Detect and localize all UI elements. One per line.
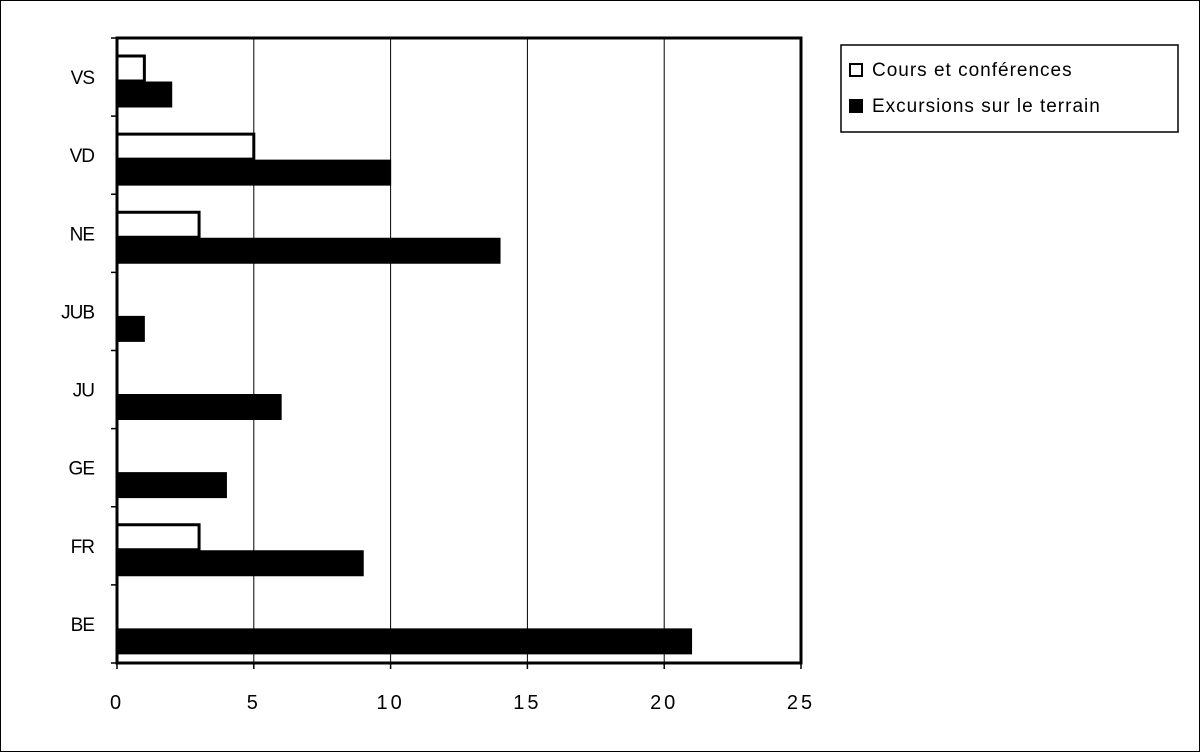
legend-label-excursions: Excursions sur le terrain — [872, 96, 1101, 117]
bar-be-excursions — [116, 628, 693, 655]
y-tick-label: JU — [73, 381, 95, 402]
y-tick-label: VS — [71, 68, 95, 89]
x-tick-label: 15 — [513, 692, 541, 714]
axes: VS VD NE JUB JU GE FR BE 0 5 10 15 20 25 — [61, 36, 815, 714]
bar-fr-excursions — [116, 550, 364, 577]
y-tick-label: NE — [70, 224, 95, 245]
legend-swatch-cours — [849, 63, 863, 77]
legend: Cours et conférences Excursions sur le t… — [840, 44, 1179, 133]
bar-ne-excursions — [116, 237, 501, 264]
y-tick-label: JUB — [61, 302, 94, 323]
bar-ge-excursions — [116, 472, 227, 499]
bar-vd-cours — [115, 132, 256, 161]
legend-box — [840, 44, 1179, 133]
x-tick-label: 10 — [376, 692, 404, 714]
bar-ju-excursions — [116, 394, 282, 420]
y-tick-label: BE — [71, 615, 95, 636]
y-tick-label: FR — [71, 537, 95, 558]
x-tick-label: 0 — [110, 692, 124, 714]
bar-vs-excursions — [116, 81, 173, 108]
bar-fr-cours — [115, 523, 201, 552]
y-tick-label: GE — [69, 459, 95, 480]
x-tick-label: 5 — [247, 692, 261, 714]
bar-vs-cours — [115, 54, 146, 83]
legend-swatch-excursions — [849, 99, 863, 113]
bar-jub-excursions — [116, 315, 145, 342]
y-tick-label: VD — [70, 146, 95, 167]
bars — [115, 54, 693, 655]
bar-vd-excursions — [116, 159, 392, 186]
x-tick-label: 25 — [787, 692, 815, 714]
legend-label-cours: Cours et conférences — [872, 60, 1073, 81]
bar-ne-cours — [115, 210, 201, 239]
x-tick-label: 20 — [650, 692, 678, 714]
